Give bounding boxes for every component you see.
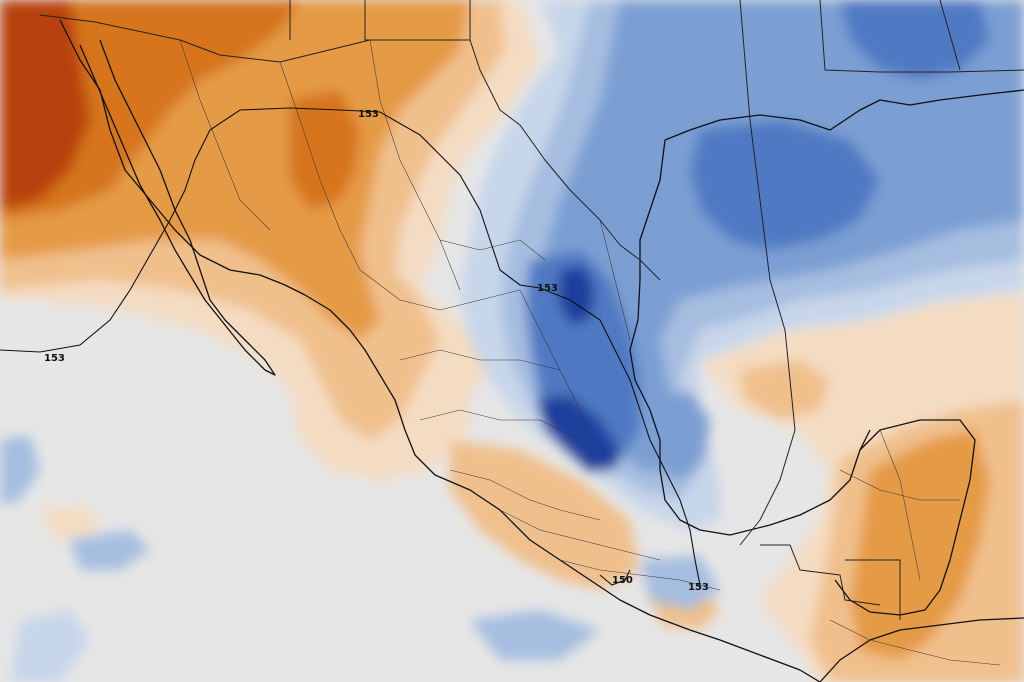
cool-region-pacific-west-light (0, 435, 40, 505)
cool-region-isthmus-light (640, 555, 720, 610)
contour-label-coahuila: 153 (537, 283, 558, 294)
us-state-border-3 (289, 0, 471, 41)
warm-region-gulf-center-light (740, 360, 830, 420)
state-line (419, 409, 581, 441)
baja-california-peninsula (79, 39, 276, 376)
state-line (369, 39, 461, 291)
contour-label-sonora-north: 153 (358, 109, 379, 120)
contour-153-gulf (539, 287, 701, 586)
warm-region-pacific-darkest (0, 0, 90, 210)
warm-region-pacific-south-faint (40, 505, 100, 540)
state-line (499, 509, 661, 561)
belize-border (845, 559, 901, 620)
us-gulf-coast (664, 89, 1024, 141)
cool-region-veracruz-darkest (535, 395, 620, 472)
yucatan-peninsula (834, 419, 976, 616)
state-line (599, 219, 631, 341)
state-line (449, 469, 601, 521)
state-borders-layer (179, 39, 1001, 666)
contour-label-oaxaca-south: 150 (612, 575, 633, 586)
warm-region-south-central-light (450, 440, 640, 590)
warm-region-yucatan-mid (850, 430, 990, 660)
us-mexico-border (39, 14, 661, 281)
state-line (359, 269, 521, 311)
state-line (279, 61, 361, 271)
cool-region-pacific-southwest-faint (10, 610, 90, 682)
state-line (559, 559, 721, 591)
border-layer (39, 0, 1024, 620)
coastline-layer (59, 19, 1024, 682)
gulf-of-mexico-coast (629, 139, 871, 536)
cool-region-plains-dark (840, 0, 990, 80)
contour-labels-layer: 153 153 153 150 153 (44, 109, 709, 593)
contour-150-south (599, 569, 631, 586)
cool-region-pacific-south-light (70, 530, 150, 570)
contour-label-isthmus: 153 (688, 582, 709, 593)
contour-153-pacific (0, 107, 541, 353)
us-state-border-4 (939, 0, 961, 71)
us-state-border-1 (739, 0, 796, 546)
contour-label-pacific-west: 153 (44, 353, 65, 364)
central-america-coast (819, 617, 1024, 682)
state-line (179, 39, 271, 231)
warm-region-sonora-dark (290, 90, 360, 210)
us-state-border-2 (819, 0, 1024, 73)
state-line (399, 349, 561, 371)
height-contour-layer (0, 107, 701, 586)
state-line (439, 239, 546, 261)
guatemala-border (760, 544, 881, 606)
cool-region-gulf-mid (645, 390, 710, 480)
state-line (829, 619, 1001, 666)
cool-region-pacific-coast-light (470, 610, 600, 660)
state-line (839, 469, 960, 501)
cool-region-texas-dark (690, 120, 880, 250)
state-line (879, 429, 921, 581)
state-line (519, 289, 591, 451)
mainland-pacific-coast (59, 19, 821, 682)
